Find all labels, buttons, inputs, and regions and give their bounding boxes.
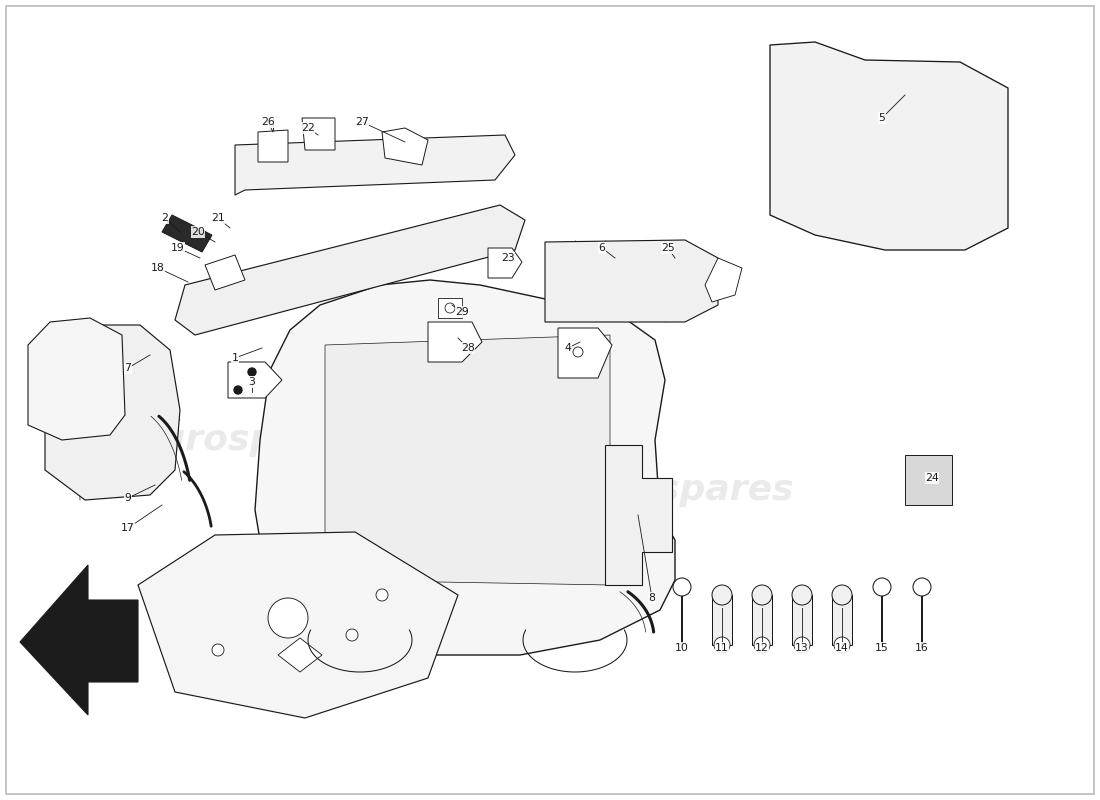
Polygon shape	[438, 298, 462, 318]
Text: 18: 18	[151, 263, 165, 273]
Circle shape	[834, 637, 850, 653]
Polygon shape	[228, 362, 282, 398]
Text: 11: 11	[715, 643, 729, 653]
Polygon shape	[45, 325, 180, 500]
Polygon shape	[255, 280, 675, 655]
Circle shape	[673, 578, 691, 596]
Polygon shape	[605, 445, 672, 585]
Text: 1: 1	[232, 353, 239, 363]
Text: 29: 29	[455, 307, 469, 317]
Bar	[712, 595, 732, 645]
Text: 12: 12	[755, 643, 769, 653]
Text: 9: 9	[124, 493, 131, 503]
Text: 16: 16	[915, 643, 928, 653]
Polygon shape	[235, 135, 515, 195]
Circle shape	[212, 644, 224, 656]
Polygon shape	[770, 42, 1008, 250]
Circle shape	[234, 386, 242, 394]
Text: 19: 19	[172, 243, 185, 253]
Bar	[832, 595, 852, 645]
Polygon shape	[162, 215, 212, 252]
Polygon shape	[705, 258, 742, 302]
Polygon shape	[558, 328, 612, 378]
Bar	[752, 595, 772, 645]
Circle shape	[712, 585, 732, 605]
Polygon shape	[205, 255, 245, 290]
Polygon shape	[258, 130, 288, 162]
Polygon shape	[544, 240, 718, 322]
Polygon shape	[324, 335, 610, 585]
Text: 15: 15	[876, 643, 889, 653]
Text: 27: 27	[355, 117, 368, 127]
Circle shape	[832, 585, 852, 605]
Text: 21: 21	[211, 213, 224, 223]
Polygon shape	[138, 532, 458, 718]
Text: 3: 3	[249, 377, 255, 387]
Text: 2: 2	[162, 213, 168, 223]
Circle shape	[752, 585, 772, 605]
Text: 14: 14	[835, 643, 849, 653]
Circle shape	[913, 578, 931, 596]
Polygon shape	[20, 565, 138, 715]
Polygon shape	[428, 322, 482, 362]
Circle shape	[376, 589, 388, 601]
Polygon shape	[302, 118, 336, 150]
Text: 7: 7	[124, 363, 131, 373]
Circle shape	[792, 585, 812, 605]
Text: 8: 8	[649, 593, 656, 603]
Circle shape	[754, 637, 770, 653]
Polygon shape	[905, 455, 952, 505]
Circle shape	[794, 637, 810, 653]
Text: 4: 4	[564, 343, 571, 353]
Text: 17: 17	[121, 523, 135, 533]
Text: 5: 5	[879, 113, 886, 123]
Polygon shape	[28, 318, 125, 440]
Circle shape	[714, 637, 730, 653]
Text: eurospares: eurospares	[135, 423, 364, 457]
Polygon shape	[488, 248, 522, 278]
Text: 25: 25	[661, 243, 675, 253]
Text: 23: 23	[502, 253, 515, 263]
Text: 26: 26	[261, 117, 275, 127]
Circle shape	[268, 598, 308, 638]
Text: 6: 6	[598, 243, 605, 253]
Polygon shape	[278, 638, 322, 672]
Polygon shape	[175, 205, 525, 335]
Bar	[792, 595, 812, 645]
Text: eurospares: eurospares	[565, 473, 794, 507]
Text: 28: 28	[461, 343, 475, 353]
Circle shape	[873, 578, 891, 596]
Circle shape	[346, 629, 358, 641]
Circle shape	[248, 368, 256, 376]
Text: 10: 10	[675, 643, 689, 653]
Polygon shape	[382, 128, 428, 165]
Text: 22: 22	[301, 123, 315, 133]
Text: 20: 20	[191, 227, 205, 237]
Text: 24: 24	[925, 473, 939, 483]
Text: 13: 13	[795, 643, 808, 653]
